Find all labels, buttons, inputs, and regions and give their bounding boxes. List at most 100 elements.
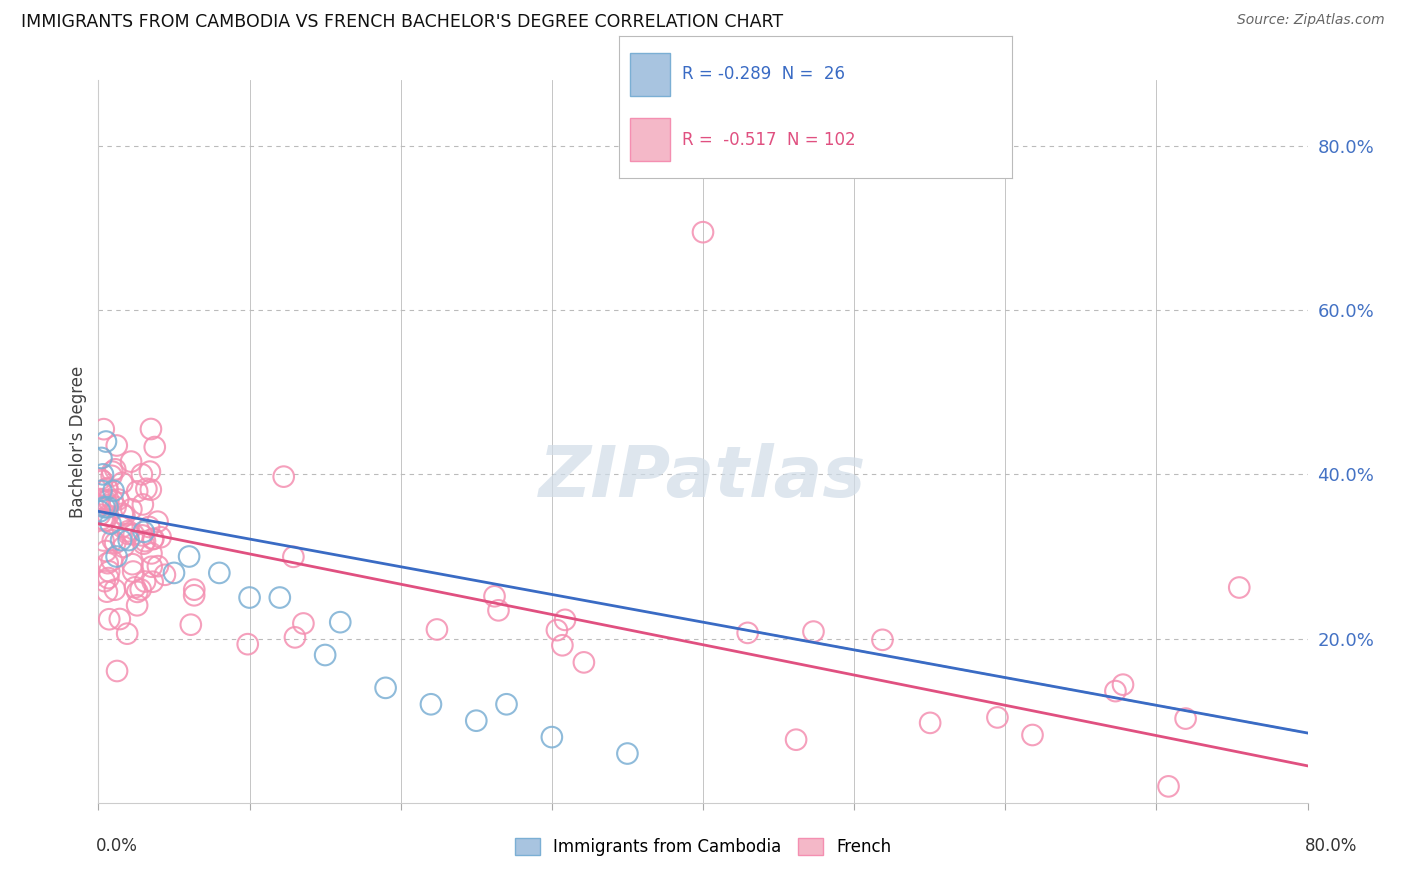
Point (139, 422, 162, 436)
Point (488, 603, 510, 617)
Point (146, 559, 169, 574)
Text: Source: ZipAtlas.com: Source: ZipAtlas.com (1237, 13, 1385, 28)
Point (90, 450, 112, 465)
Point (97, 508, 120, 523)
Point (872, 632, 894, 647)
Point (284, 631, 307, 645)
Point (132, 524, 155, 539)
Point (100, 516, 122, 531)
Point (143, 440, 166, 454)
Point (484, 589, 506, 603)
Point (329, 615, 352, 630)
Text: IMMIGRANTS FROM CAMBODIA VS FRENCH BACHELOR'S DEGREE CORRELATION CHART: IMMIGRANTS FROM CAMBODIA VS FRENCH BACHE… (21, 13, 783, 31)
Point (96, 500, 118, 515)
Point (98, 565, 121, 579)
Point (104, 582, 127, 597)
Point (89, 508, 111, 522)
Point (465, 714, 488, 728)
Text: 80.0%: 80.0% (1305, 837, 1357, 855)
Point (283, 549, 305, 564)
Point (104, 500, 127, 514)
Point (292, 616, 315, 631)
Point (89, 504, 111, 518)
Point (93, 574, 115, 589)
Point (122, 527, 145, 541)
Point (269, 591, 291, 605)
Point (97, 571, 120, 585)
Point (93, 500, 115, 515)
Point (540, 730, 562, 744)
Point (89, 499, 111, 513)
Point (91, 512, 114, 526)
Point (104, 462, 127, 476)
Point (127, 484, 149, 499)
Point (572, 656, 595, 670)
Legend: Immigrants from Cambodia, French: Immigrants from Cambodia, French (508, 831, 898, 863)
Point (135, 482, 157, 496)
Point (546, 623, 568, 637)
Point (153, 567, 176, 582)
Point (692, 225, 714, 239)
Point (91, 467, 114, 482)
Point (132, 537, 155, 551)
Point (101, 533, 124, 548)
Point (94, 434, 117, 449)
Text: R =  -0.517  N = 102: R = -0.517 N = 102 (682, 131, 855, 149)
Point (100, 468, 122, 483)
Point (110, 533, 132, 547)
Point (1104, 684, 1126, 698)
Point (139, 465, 162, 479)
Text: R = -0.289  N =  26: R = -0.289 N = 26 (682, 65, 845, 83)
Point (93, 533, 115, 548)
Point (141, 559, 163, 574)
Point (142, 574, 165, 589)
Point (426, 623, 449, 637)
Point (1112, 678, 1135, 692)
Point (314, 648, 336, 662)
Point (107, 492, 129, 507)
Point (149, 530, 172, 544)
Point (96, 482, 118, 496)
FancyBboxPatch shape (630, 119, 669, 161)
Point (111, 520, 134, 534)
Point (117, 527, 139, 541)
Point (118, 533, 141, 547)
Point (120, 454, 142, 468)
Point (420, 698, 443, 712)
Point (112, 540, 135, 554)
Point (616, 747, 638, 761)
Point (101, 465, 124, 479)
Point (100, 553, 122, 567)
Point (138, 520, 160, 534)
Point (112, 508, 135, 523)
Point (104, 536, 127, 550)
Point (105, 438, 128, 452)
Point (1157, 780, 1180, 794)
Point (101, 493, 124, 508)
Point (115, 626, 138, 640)
Point (273, 469, 295, 483)
Point (111, 475, 134, 490)
Point (94, 544, 117, 558)
Point (737, 626, 759, 640)
Text: ZIPatlas: ZIPatlas (540, 443, 866, 512)
Point (108, 612, 131, 626)
Point (93, 422, 115, 436)
Point (131, 528, 153, 542)
Point (94, 514, 117, 528)
Point (495, 698, 517, 712)
Point (551, 638, 574, 652)
Point (142, 532, 165, 546)
Point (111, 507, 134, 521)
Point (986, 710, 1008, 724)
Point (96, 481, 118, 495)
Point (98, 612, 121, 626)
Point (1174, 712, 1197, 726)
Point (920, 715, 942, 730)
Point (124, 580, 146, 594)
Point (141, 546, 163, 560)
Point (132, 498, 155, 512)
Point (1021, 728, 1043, 742)
Point (89, 491, 111, 506)
Point (803, 624, 825, 639)
